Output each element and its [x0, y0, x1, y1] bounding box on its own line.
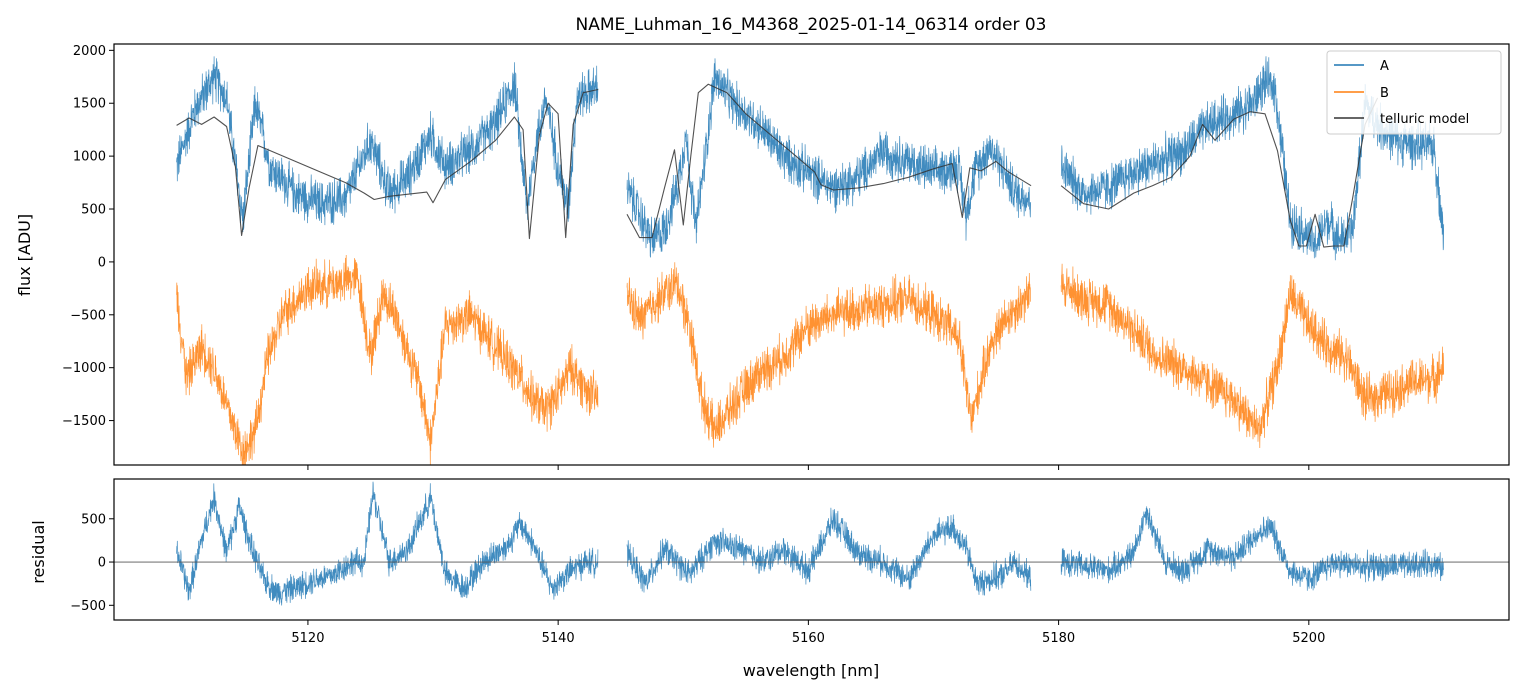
- residual-line: [176, 481, 1445, 606]
- flux-series-group: [176, 56, 1445, 465]
- legend-entry-b: B: [1380, 86, 1389, 101]
- x-tick-label: 5140: [542, 631, 575, 646]
- x-tick-label: 5160: [792, 631, 825, 646]
- residual-series-group: [114, 481, 1509, 606]
- residual-x-axis: 5120 5140 5160 5180 5200: [291, 620, 1325, 646]
- x-axis-label: wavelength [nm]: [743, 661, 880, 680]
- flux-y-tick-label: 500: [81, 203, 106, 218]
- flux-y-tick-label: −1000: [62, 361, 106, 376]
- flux-y-tick-label: 1000: [73, 150, 106, 165]
- residual-y-tick-label: 0: [98, 556, 106, 571]
- residual-y-tick-label: −500: [70, 599, 106, 614]
- flux-y-axis: −1500 −1000 −500 0 500 1000 1500 2000: [62, 44, 114, 429]
- legend-entry-a: A: [1380, 59, 1389, 74]
- telluric-model-line: [176, 83, 1379, 248]
- x-tick-label: 5120: [291, 631, 324, 646]
- legend-box: [1326, 50, 1502, 135]
- x-tick-label: 5180: [1042, 631, 1075, 646]
- legend: A B telluric model: [1326, 50, 1502, 135]
- residual-y-axis-label: residual: [29, 520, 48, 583]
- residual-panel-frame: [113, 478, 1510, 621]
- flux-y-tick-label: −1500: [62, 414, 106, 429]
- flux-y-axis-label: flux [ADU]: [15, 214, 34, 296]
- flux-panel: −1500 −1000 −500 0 500 1000 1500 2000 flux [ADU…: [15, 43, 1510, 470]
- flux-x-axis: [307, 465, 1310, 470]
- residual-panel: −500 0 500 5120 5140 5160 5180 5200 residual: [29, 478, 1510, 646]
- flux-panel-frame: [113, 43, 1510, 466]
- legend-entry-telluric: telluric model: [1380, 112, 1469, 127]
- flux-y-tick-label: 1500: [73, 97, 106, 112]
- chart-title: NAME_Luhman_16_M4368_2025-01-14_06314 or…: [576, 15, 1047, 35]
- series-b-line: [176, 254, 1445, 465]
- flux-y-tick-label: −500: [70, 308, 106, 323]
- flux-y-tick-label: 0: [98, 255, 106, 270]
- residual-y-tick-label: 500: [81, 512, 106, 527]
- series-a-line: [176, 56, 1445, 261]
- flux-y-tick-label: 2000: [73, 44, 106, 59]
- x-tick-label: 5200: [1292, 631, 1325, 646]
- residual-y-axis: −500 0 500: [70, 512, 114, 614]
